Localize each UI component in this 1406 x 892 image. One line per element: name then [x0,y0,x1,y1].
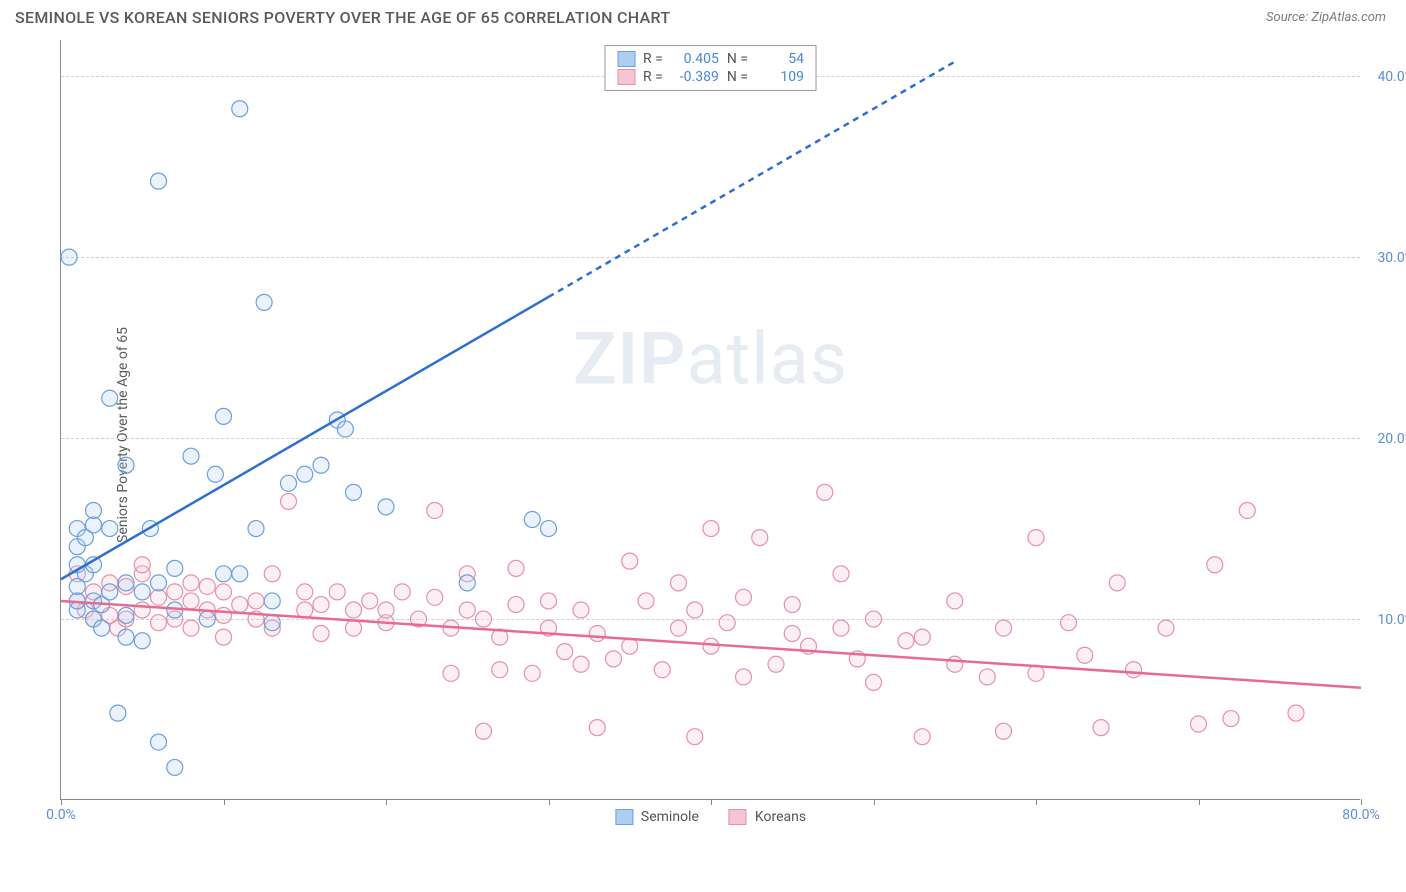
x-tick-label: 80.0% [1342,807,1380,823]
legend-swatch-koreans [729,809,747,825]
stats-row-koreans: R = -0.389 N = 109 [617,68,804,86]
chart-title: SEMINOLE VS KOREAN SENIORS POVERTY OVER … [15,8,670,27]
stats-n-label: N = [727,51,748,67]
chart-source: Source: ZipAtlas.com [1266,10,1386,25]
chart-container: Seniors Poverty Over the Age of 65 ZIPat… [50,40,1380,830]
stats-row-seminole: R = 0.405 N = 54 [617,50,804,68]
bottom-legend: Seminole Koreans [615,809,806,825]
stats-n-koreans: 109 [756,69,804,85]
stats-box: R = 0.405 N = 54 R = -0.389 N = 109 [604,45,817,91]
stats-r-label: R = [643,51,663,67]
stats-r-label-2: R = [643,69,663,85]
stats-r-koreans: -0.389 [671,69,719,85]
plot-svg [61,40,1360,799]
stats-n-label-2: N = [727,69,748,85]
chart-header: SEMINOLE VS KOREAN SENIORS POVERTY OVER … [0,0,1406,35]
stats-r-seminole: 0.405 [671,51,719,67]
y-tick-label: 40.0% [1377,69,1406,85]
y-tick-label: 20.0% [1377,431,1406,447]
stats-n-seminole: 54 [756,51,804,67]
stats-swatch-seminole [617,51,635,67]
legend-label-koreans: Koreans [755,809,806,825]
legend-label-seminole: Seminole [641,809,699,825]
y-tick-label: 10.0% [1377,612,1406,628]
y-tick-label: 30.0% [1377,250,1406,266]
stats-swatch-koreans [617,69,635,85]
legend-item-seminole: Seminole [615,809,699,825]
legend-item-koreans: Koreans [729,809,806,825]
x-tick-label: 0.0% [46,807,76,823]
legend-swatch-seminole [615,809,633,825]
plot-area: ZIPatlas 10.0%20.0%30.0%40.0% 0.0%80.0% … [60,40,1360,800]
